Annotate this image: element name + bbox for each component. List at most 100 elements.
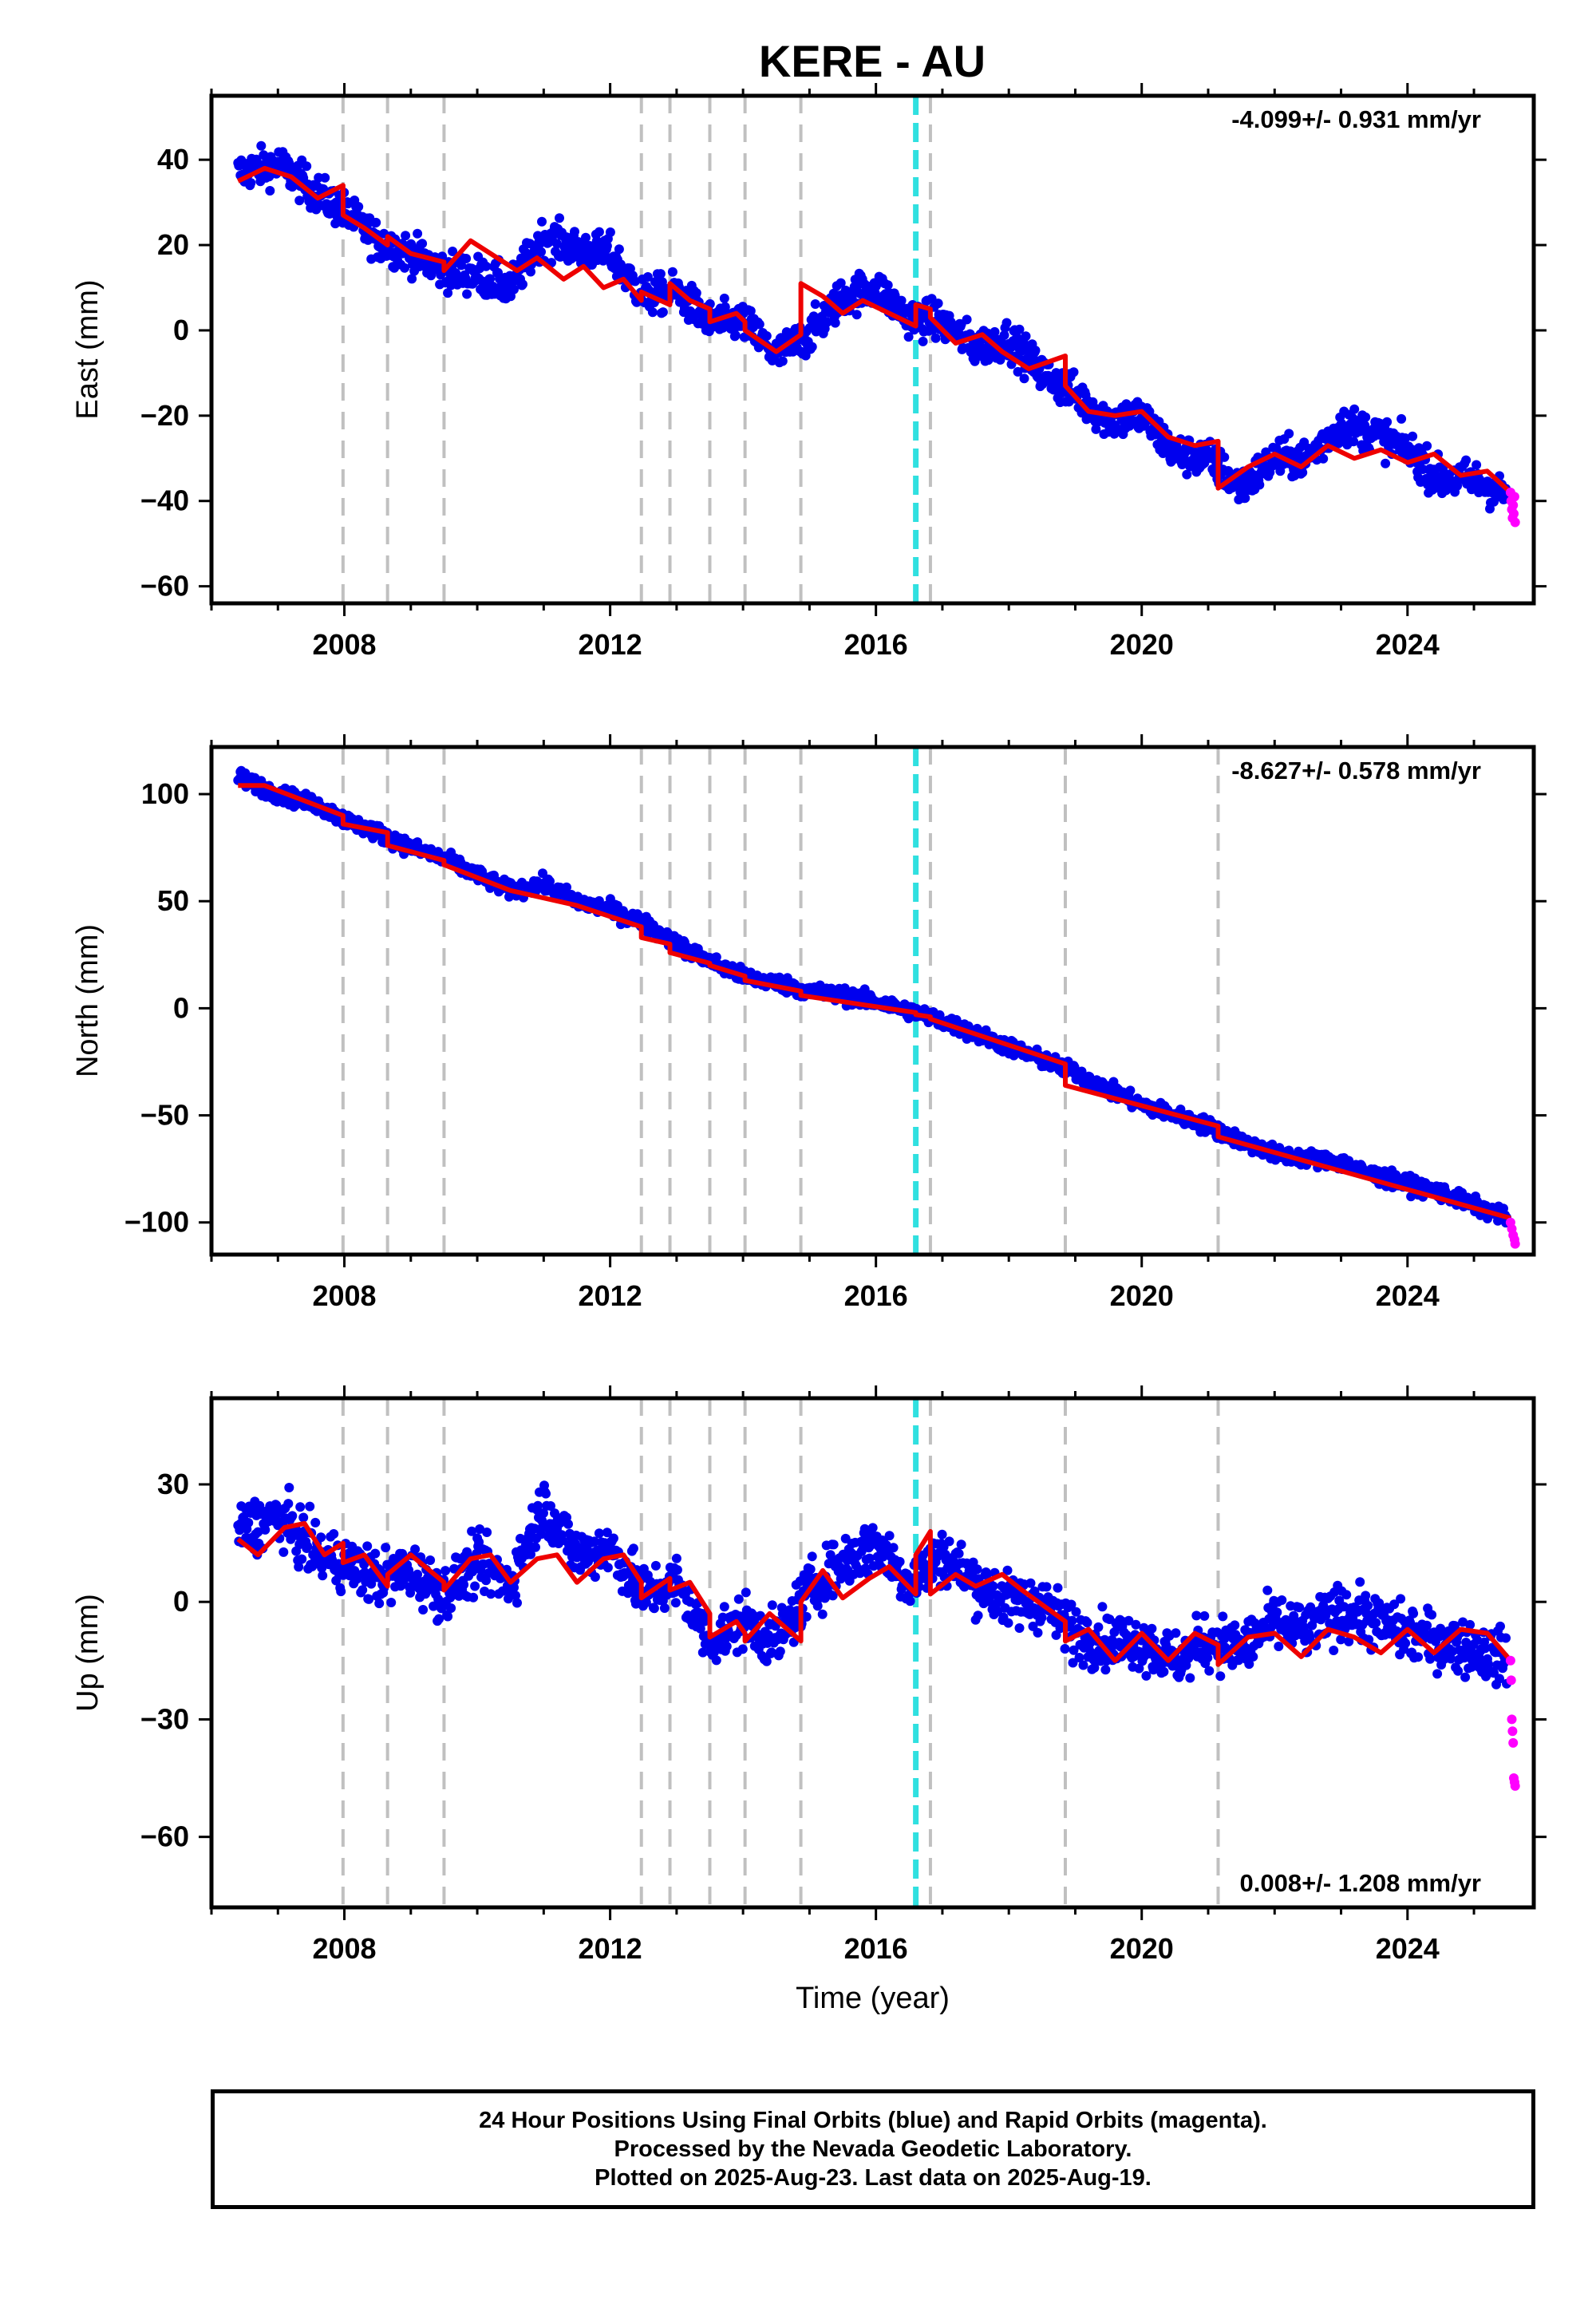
y-tick-label: −60 (140, 570, 189, 603)
data-point (537, 216, 547, 227)
data-point (1271, 443, 1282, 453)
data-point (851, 310, 862, 320)
data-point (730, 330, 741, 341)
data-point (526, 267, 535, 277)
data-point (413, 228, 423, 239)
data-point (1230, 1620, 1240, 1630)
model-line (237, 165, 1512, 495)
data-point (1078, 1660, 1088, 1670)
data-point (1199, 1611, 1210, 1621)
data-point (329, 1529, 339, 1539)
data-point (1341, 1590, 1352, 1600)
data-point (260, 1524, 271, 1535)
y-tick-label: 40 (157, 143, 189, 176)
data-point (1272, 1607, 1282, 1618)
data-point (870, 288, 880, 298)
data-point (590, 1572, 600, 1582)
data-point (1219, 452, 1230, 462)
data-point (1147, 1623, 1157, 1634)
data-point (954, 1548, 964, 1559)
data-point (1025, 1578, 1036, 1588)
data-point (1349, 437, 1359, 447)
data-point (1349, 404, 1360, 414)
data-point (1425, 1654, 1436, 1664)
data-point (812, 1601, 823, 1611)
data-point (336, 1587, 346, 1597)
data-point (1318, 453, 1329, 464)
data-point (512, 1598, 522, 1608)
data-point (691, 288, 701, 298)
series-final-orbits (233, 765, 1511, 1228)
series-final-orbits (233, 1480, 1511, 1690)
y-tick-label: −20 (140, 399, 189, 432)
data-point (711, 952, 721, 962)
rapid-data-point (1508, 1737, 1519, 1748)
data-point (1159, 1666, 1169, 1677)
data-point (1254, 480, 1265, 490)
data-point (1460, 1672, 1471, 1682)
data-point (318, 1571, 328, 1581)
x-tick-label: 2016 (844, 1279, 908, 1312)
data-point (440, 1566, 451, 1576)
data-point (1274, 1642, 1284, 1651)
data-point (481, 261, 492, 271)
data-point (883, 280, 893, 290)
data-point (284, 1483, 294, 1492)
data-point (302, 1541, 313, 1551)
data-point (443, 1611, 453, 1622)
data-point (1355, 1577, 1365, 1587)
data-point (605, 227, 615, 237)
y-tick-label: −40 (140, 484, 189, 517)
data-point (545, 876, 555, 887)
y-tick-label: 0 (173, 991, 189, 1024)
data-point (407, 274, 417, 284)
data-point (896, 295, 907, 306)
data-point (721, 1641, 732, 1651)
data-point (807, 342, 817, 352)
data-point (1041, 1582, 1052, 1592)
data-point (1371, 1618, 1381, 1628)
data-point (1262, 1585, 1273, 1595)
data-point (446, 1603, 456, 1613)
data-point (1284, 429, 1294, 439)
data-point (243, 1518, 254, 1528)
series-rapid-orbits (1505, 1217, 1520, 1249)
data-point (1071, 1607, 1081, 1617)
data-point (810, 299, 820, 309)
data-point (1014, 1623, 1025, 1633)
y-tick-label: 0 (173, 314, 189, 346)
data-point (608, 1533, 618, 1543)
y-tick-label: −60 (140, 1820, 189, 1853)
data-point (448, 247, 458, 256)
x-tick-label: 2016 (844, 628, 908, 661)
data-point (884, 1531, 895, 1541)
data-point (459, 1579, 469, 1590)
data-point (418, 1605, 429, 1614)
y-tick-label: 50 (157, 884, 189, 917)
data-point (536, 247, 546, 257)
data-point (401, 231, 411, 241)
data-point (518, 279, 527, 290)
data-point (310, 1517, 321, 1528)
series-rapid-orbits (1505, 1655, 1520, 1791)
data-point (1361, 1591, 1371, 1601)
data-point (1329, 1646, 1339, 1655)
data-point (462, 289, 472, 299)
data-point (767, 1600, 777, 1611)
data-point (1082, 1618, 1092, 1628)
data-point (370, 1548, 381, 1559)
data-point (552, 239, 562, 249)
rapid-data-point (1510, 1239, 1520, 1249)
data-point (650, 1560, 661, 1571)
x-tick-label: 2020 (1110, 1279, 1174, 1312)
data-point (719, 1602, 729, 1612)
rapid-data-point (1505, 1655, 1515, 1666)
data-point (1204, 1666, 1215, 1676)
data-point (297, 1554, 307, 1564)
data-point (509, 284, 519, 294)
data-point (1093, 1622, 1104, 1632)
data-point (895, 1556, 905, 1567)
data-point (358, 1585, 368, 1595)
